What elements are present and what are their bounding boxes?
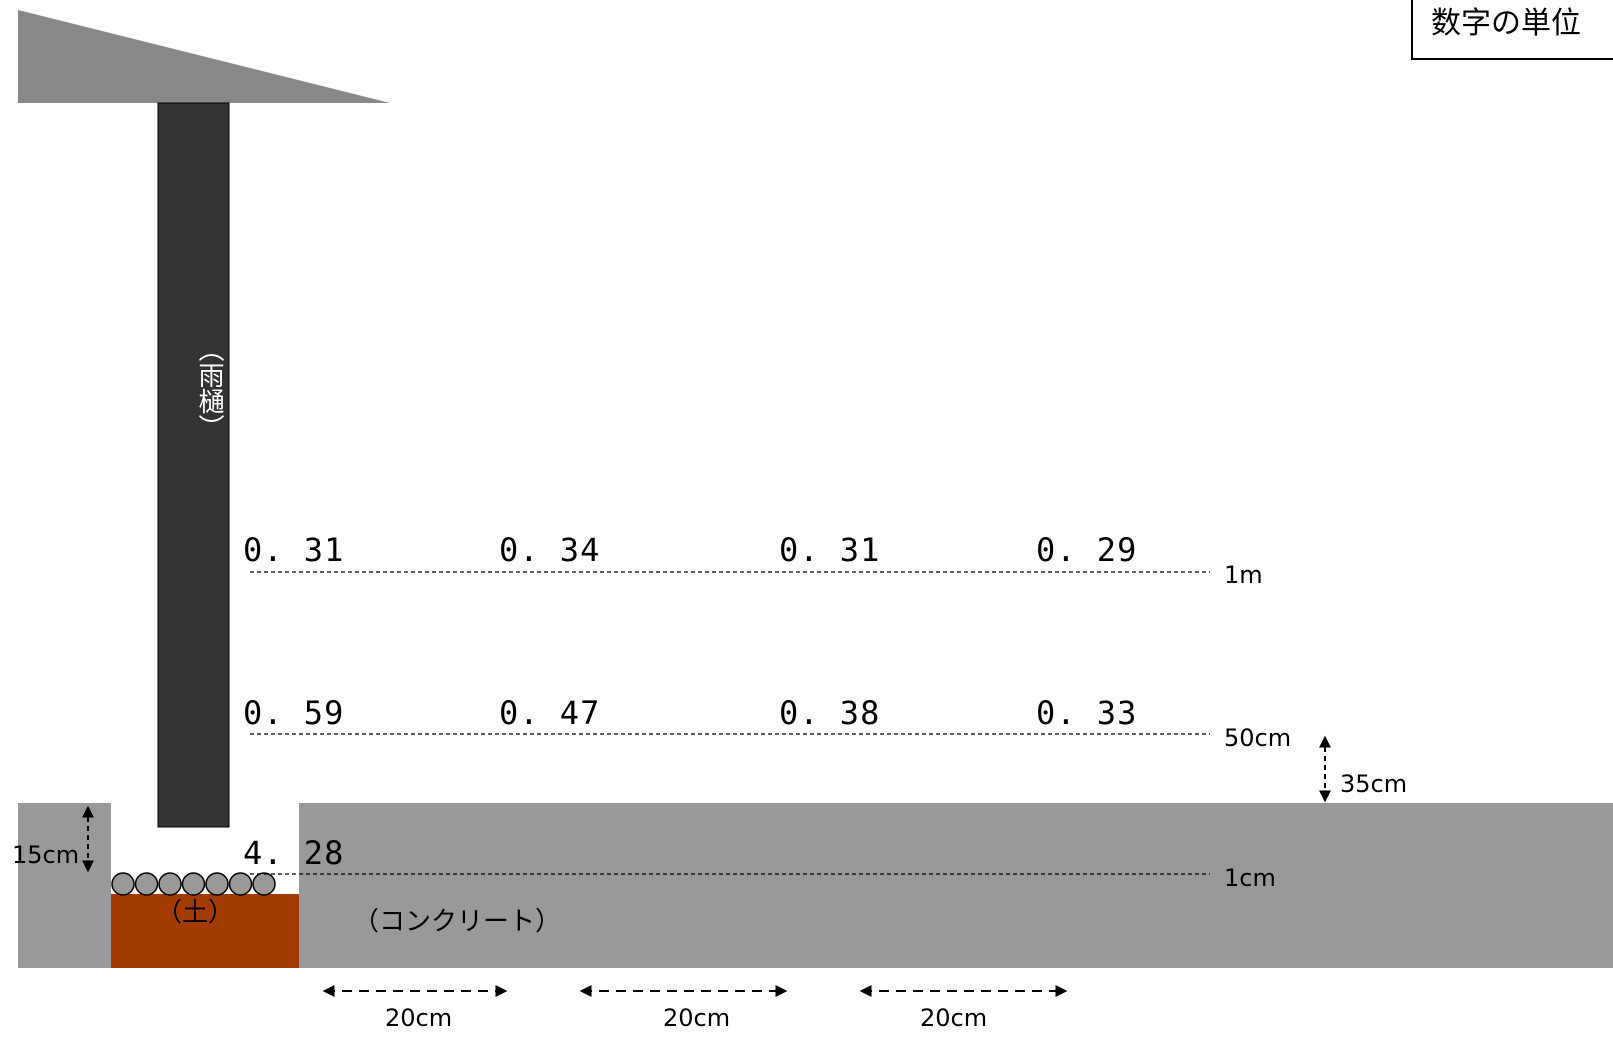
reading-1m-1: 0. 31 [243, 531, 345, 569]
roof [18, 10, 390, 103]
gravel-stone [134, 872, 159, 896]
reading-50cm-1: 0. 59 [243, 694, 345, 732]
concrete-label: （コンクリート） [353, 907, 562, 937]
gravel-stone [205, 872, 229, 896]
pit-depth-label: 15cm [12, 841, 80, 869]
reading-1m-2: 0. 34 [499, 531, 601, 569]
reading-50cm-4: 0. 33 [1036, 694, 1138, 732]
gutter-label: （雨樋） [194, 336, 224, 440]
spacing-label-3: 20cm [920, 1004, 988, 1032]
soil-label: （土） [156, 898, 235, 928]
gravel-stone [181, 872, 206, 896]
gravel [111, 872, 276, 896]
unit-note-box: 数字の単位 [1411, 0, 1613, 60]
concrete-left [18, 803, 111, 968]
rain-gutter [157, 102, 230, 828]
reading-1m-4: 0. 29 [1036, 531, 1138, 569]
reading-50cm-3: 0. 38 [779, 694, 881, 732]
unit-note: 数字の単位 [1431, 6, 1581, 41]
gravel-stone [228, 872, 253, 896]
soil [111, 894, 299, 968]
height-label-1m: 1m [1224, 561, 1263, 589]
spacing-label-1: 20cm [385, 1004, 453, 1032]
height-label-50cm: 50cm [1224, 724, 1292, 752]
reading-1cm-1: 4. 28 [243, 834, 345, 872]
gravel-stone [111, 872, 135, 896]
height-label-1cm: 1cm [1224, 864, 1276, 892]
step-height-label: 35cm [1340, 770, 1408, 798]
reading-50cm-2: 0. 47 [499, 694, 601, 732]
concrete-main [299, 803, 1613, 968]
spacing-label-2: 20cm [663, 1004, 731, 1032]
reading-1m-3: 0. 31 [779, 531, 881, 569]
gravel-stone [252, 872, 276, 896]
gravel-stone [158, 872, 182, 896]
